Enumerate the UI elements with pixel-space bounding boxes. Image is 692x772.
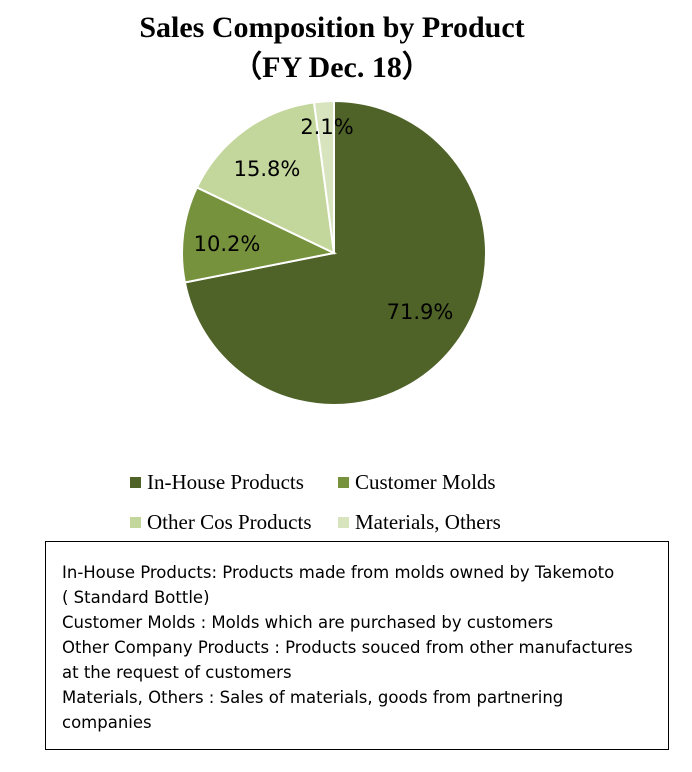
note-line: ( Standard Bottle) [62,588,210,607]
legend-row: Other Cos Products Materials, Others [130,502,550,542]
note-line: companies [62,713,152,732]
legend-label: Other Cos Products [147,509,312,534]
legend-row: In-House Products Customer Molds [130,462,550,502]
legend-label: In-House Products [147,469,304,494]
data-label: 71.9% [387,300,454,324]
data-label: 10.2% [194,232,261,256]
legend-swatch [130,516,141,528]
legend-label: Customer Molds [355,469,496,494]
legend-swatch [130,476,141,488]
legend-label: Materials, Others [355,509,501,534]
pie-slice-materials-others [312,99,335,254]
definitions-note-box: In-House Products: Products made from mo… [45,541,669,750]
legend-swatch [338,516,349,528]
legend: In-House Products Customer Molds Other C… [130,462,550,542]
note-line: at the request of customers [62,663,292,682]
note-line: Customer Molds : Molds which are purchas… [62,613,554,632]
legend-swatch [338,476,349,488]
data-label: 15.8% [234,157,301,181]
note-line: Other Company Products : Products souced… [62,638,633,657]
note-line: In-House Products: Products made from mo… [62,563,615,582]
legend-item-customer-molds: Customer Molds [338,470,496,495]
legend-item-other-cos: Other Cos Products [130,510,338,535]
chart-subtitle: （FY Dec. 18） [232,51,432,84]
data-label: 2.1% [300,115,353,139]
legend-item-materials: Materials, Others [338,510,501,535]
pie-slice-customer-molds [181,186,338,284]
chart-title: Sales Composition by Product [139,11,525,44]
pie-slice-other-cos-products [195,101,336,255]
pie-chart: 71.9% 10.2% 15.8% 2.1% [181,99,487,406]
note-line: Materials, Others : Sales of materials, … [62,688,564,707]
legend-item-in-house: In-House Products [130,470,338,495]
